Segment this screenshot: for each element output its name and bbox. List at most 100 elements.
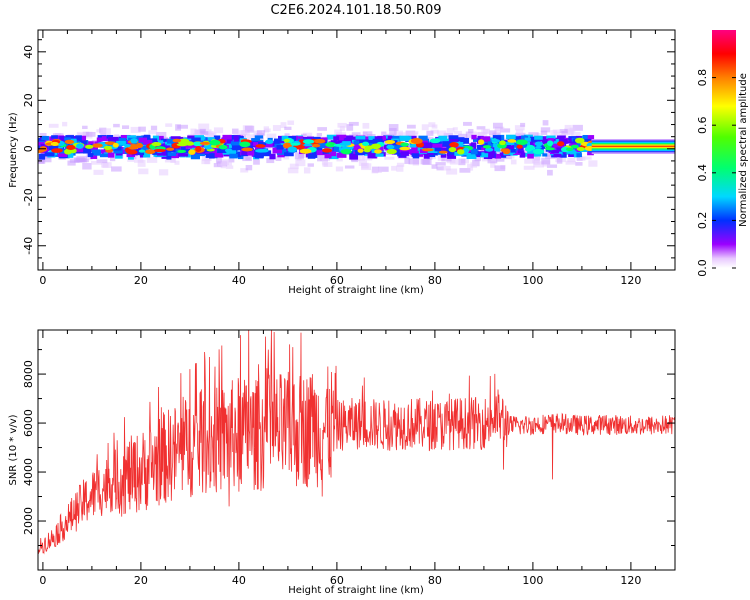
steady-band-stripe [591, 141, 675, 144]
spectrogram-core-cell [553, 153, 562, 158]
spectrogram-core-cell [185, 143, 192, 149]
spectrogram-peak-cell [507, 139, 517, 143]
spectrogram-core-cell [461, 150, 468, 156]
spectrogram-ytick-label: -40 [22, 237, 35, 255]
spectrogram-core-cell [247, 140, 254, 146]
spectrogram-halo-cell [481, 128, 490, 134]
spectrogram-core-cell [576, 153, 582, 158]
spectrogram-halo-cell [170, 156, 176, 163]
spectrogram-halo-cell [266, 157, 275, 164]
spectrogram-halo-cell [459, 168, 471, 173]
spectrogram-halo-cell [272, 125, 281, 131]
spectrogram-peak-cell [239, 141, 251, 148]
spectrogram-core-cell [404, 136, 412, 141]
spectrogram-peak-cell [526, 144, 535, 151]
spectrogram-core-cell [163, 145, 170, 151]
spectrogram-peak-cell [283, 138, 290, 143]
spectrogram-halo-cell [404, 157, 411, 164]
spectrogram-halo-cell [138, 168, 149, 175]
spectrogram-core-cell [527, 150, 534, 155]
spectrogram-core-cell [80, 135, 87, 141]
spectrogram-halo-cell [134, 153, 143, 160]
spectrogram-core-cell [278, 137, 284, 142]
spectrogram-halo-cell [564, 124, 572, 132]
spectrogram-core-cell [365, 139, 376, 144]
spectrogram-core-cell [155, 143, 166, 148]
spectrogram-peak-cell [362, 141, 369, 147]
spectrogram-core-cell [108, 137, 118, 142]
spectrogram-xtick-label: 40 [232, 274, 246, 287]
spectrogram-halo-cell [542, 120, 549, 126]
spectrogram-halo-cell [339, 126, 345, 131]
spectrogram-halo-cell [237, 130, 248, 136]
spectrogram-peak-cell [177, 149, 187, 153]
spectrogram-halo-cell [446, 128, 455, 133]
spectrogram-halo-cell [441, 145, 450, 151]
spectrogram-halo-cell [467, 131, 477, 138]
spectrogram-core-cell [272, 147, 283, 154]
spectrogram-halo-cell [111, 166, 122, 172]
spectrogram-peak-cell [576, 146, 585, 152]
spectrogram-halo-cell [523, 165, 535, 170]
spectrogram-core-cell [38, 142, 45, 146]
spectrogram-core-cell [230, 141, 240, 146]
spectrogram-halo-cell [384, 156, 395, 160]
snr-ytick-label: 6000 [22, 409, 35, 437]
spectrogram-core-cell [551, 137, 560, 144]
spectrogram-core-cell [316, 150, 326, 156]
spectrogram-core-cell [234, 153, 242, 158]
spectrogram-core-cell [202, 137, 208, 144]
spectrogram-halo-cell [200, 131, 209, 135]
spectrogram-peak-cell [265, 139, 274, 145]
spectrogram-halo-cell [39, 132, 47, 138]
spectrogram-halo-cell [408, 158, 420, 165]
spectrogram-peak-cell [535, 145, 542, 149]
spectrogram-peak-cell [438, 150, 448, 154]
spectrogram-core-cell [492, 135, 502, 142]
spectrogram-peak-cell [76, 143, 84, 149]
spectrogram-halo-cell [130, 126, 141, 133]
spectrogram-peak-cell [386, 148, 397, 155]
spectrogram-core-cell [273, 138, 280, 144]
spectrogram-core-cell [116, 140, 126, 146]
spectrogram-peak-cell [172, 138, 182, 143]
spectrogram-core-cell [281, 149, 287, 153]
spectrogram-peak-cell [544, 147, 555, 151]
spectrogram-core-cell [448, 150, 459, 155]
spectrogram-core-cell [157, 149, 167, 156]
figure-title: C2E6.2024.101.18.50.R09 [270, 3, 441, 18]
spectrogram-core-cell [157, 140, 164, 145]
spectrogram-core-cell [230, 150, 237, 156]
spectrogram-halo-cell [246, 134, 258, 140]
spectrogram-halo-cell [470, 162, 478, 168]
spectrogram-peak-cell [516, 144, 523, 149]
spectrogram-halo-cell [289, 163, 299, 170]
spectrogram-peak-cell [448, 147, 457, 153]
spectrogram-peak-cell [218, 144, 228, 150]
spectrogram-core-cell [336, 134, 347, 138]
spectrogram-core-cell [93, 150, 101, 156]
spectrogram-halo-cell [533, 157, 541, 165]
spectrogram-halo-cell [174, 160, 180, 165]
spectrogram-core-cell [163, 150, 172, 156]
spectrogram-core-cell [411, 153, 420, 157]
spectrogram-core-cell [400, 151, 409, 156]
spectrogram-core-cell [367, 151, 375, 158]
spectrogram-peak-cell [374, 149, 382, 154]
spectrogram-core-cell [254, 152, 264, 159]
spectrogram-halo-cell [323, 162, 333, 167]
snr-xtick-label: 20 [134, 574, 148, 587]
spectrogram-halo-cell [547, 169, 553, 176]
spectrogram-peak-cell [321, 148, 333, 153]
spectrogram-halo-cell [101, 128, 111, 136]
spectrogram-halo-cell [266, 133, 277, 139]
spectrogram-core-cell [582, 134, 588, 140]
spectrogram-halo-cell [336, 157, 343, 162]
spectrogram-core-cell [355, 136, 366, 140]
spectrogram-core-cell [164, 141, 172, 148]
spectrogram-peak-cell [64, 139, 75, 144]
spectrogram-peak-cell [123, 143, 131, 148]
snr-axes: 0 20 40 60 80 100 120 2000 4000 6000 8000 [22, 330, 675, 587]
spectrogram-core-cell [458, 137, 465, 142]
spectrogram-halo-cell [381, 131, 387, 136]
